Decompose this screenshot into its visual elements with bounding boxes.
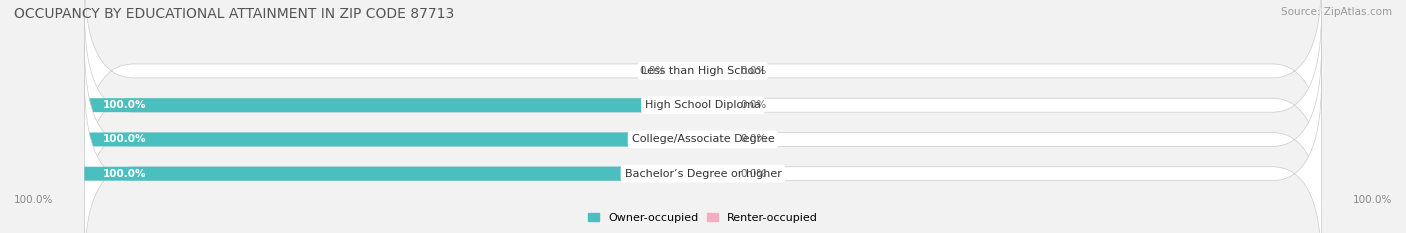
- Text: 0.0%: 0.0%: [740, 169, 766, 179]
- Text: High School Diploma: High School Diploma: [645, 100, 761, 110]
- FancyBboxPatch shape: [703, 66, 728, 76]
- Text: 100.0%: 100.0%: [103, 100, 146, 110]
- Text: 100.0%: 100.0%: [1353, 195, 1392, 205]
- Text: 0.0%: 0.0%: [740, 100, 766, 110]
- Text: OCCUPANCY BY EDUCATIONAL ATTAINMENT IN ZIP CODE 87713: OCCUPANCY BY EDUCATIONAL ATTAINMENT IN Z…: [14, 7, 454, 21]
- Text: Less than High School: Less than High School: [641, 66, 765, 76]
- Text: 0.0%: 0.0%: [740, 66, 766, 76]
- Text: Bachelor’s Degree or higher: Bachelor’s Degree or higher: [624, 169, 782, 179]
- Text: 100.0%: 100.0%: [103, 134, 146, 144]
- Text: 0.0%: 0.0%: [740, 134, 766, 144]
- FancyBboxPatch shape: [84, 0, 1322, 165]
- FancyBboxPatch shape: [84, 98, 703, 112]
- FancyBboxPatch shape: [703, 168, 728, 179]
- FancyBboxPatch shape: [703, 100, 728, 110]
- FancyBboxPatch shape: [84, 11, 1322, 200]
- FancyBboxPatch shape: [84, 79, 1322, 233]
- Legend: Owner-occupied, Renter-occupied: Owner-occupied, Renter-occupied: [583, 209, 823, 227]
- FancyBboxPatch shape: [84, 167, 703, 181]
- Text: Source: ZipAtlas.com: Source: ZipAtlas.com: [1281, 7, 1392, 17]
- FancyBboxPatch shape: [84, 45, 1322, 233]
- Text: 100.0%: 100.0%: [103, 169, 146, 179]
- Text: 0.0%: 0.0%: [640, 66, 666, 76]
- FancyBboxPatch shape: [678, 66, 703, 76]
- FancyBboxPatch shape: [84, 133, 703, 146]
- Text: 100.0%: 100.0%: [14, 195, 53, 205]
- FancyBboxPatch shape: [703, 134, 728, 145]
- Text: College/Associate Degree: College/Associate Degree: [631, 134, 775, 144]
